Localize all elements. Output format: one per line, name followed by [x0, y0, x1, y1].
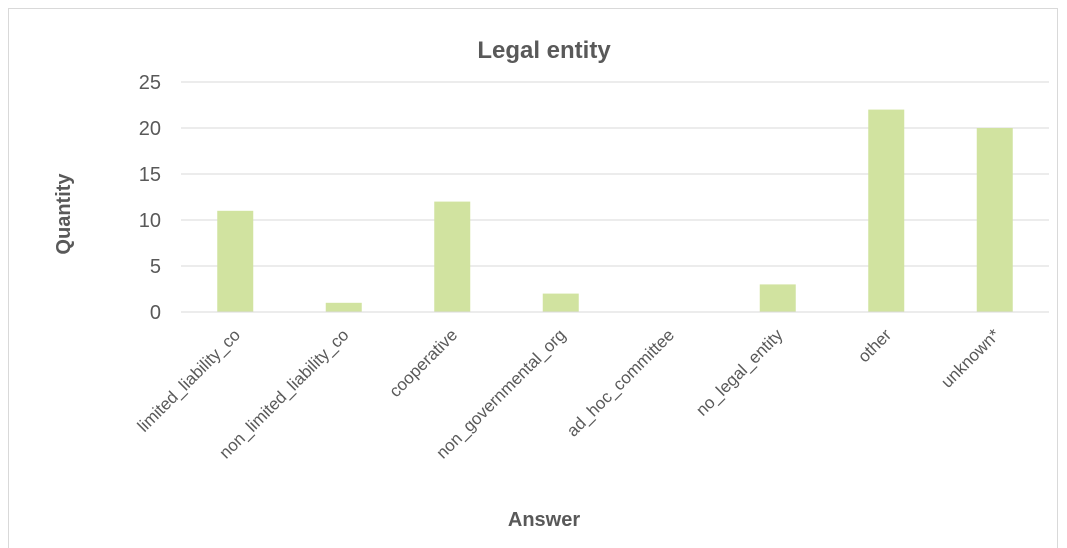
x-tick-label: unknown*	[937, 325, 1004, 392]
bar	[868, 109, 905, 312]
y-axis-title: Quantity	[53, 173, 75, 255]
y-tick-label: 25	[139, 72, 161, 94]
x-tick-label: cooperative	[385, 325, 461, 401]
gridlines	[181, 81, 1049, 267]
x-axis-title: Answer	[508, 509, 580, 531]
y-tick-label: 15	[139, 164, 161, 186]
bar	[325, 302, 362, 312]
chart-title: Legal entity	[477, 37, 611, 64]
x-tick-label: other	[854, 325, 895, 366]
y-tick-label: 0	[150, 302, 161, 324]
x-tick-label: ad_hoc_committee	[563, 325, 678, 440]
bar	[759, 284, 796, 312]
y-tick-label: 10	[139, 210, 161, 232]
y-tick-label: 5	[150, 256, 161, 278]
y-axis-ticks: 0 5 10 15 20 25	[139, 72, 161, 324]
x-axis-labels: limited_liability_conon_limited_liabilit…	[134, 325, 1004, 462]
y-tick-label: 20	[139, 118, 161, 140]
bar	[976, 128, 1013, 312]
bars	[217, 109, 1013, 312]
bar-chart: Legal entity Quantity Answer 0510152025 …	[53, 37, 1049, 531]
x-tick-label: no_legal_entity	[692, 325, 787, 420]
x-tick-label: limited_liability_co	[134, 325, 244, 435]
bar	[217, 210, 254, 312]
bar	[434, 201, 471, 312]
bar	[542, 293, 579, 312]
